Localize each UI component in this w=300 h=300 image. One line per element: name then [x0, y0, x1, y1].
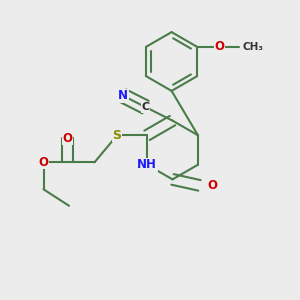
Text: NH: NH: [137, 158, 157, 171]
Text: S: S: [112, 129, 122, 142]
Text: CH₃: CH₃: [242, 42, 263, 52]
Text: O: O: [207, 179, 217, 192]
Text: N: N: [118, 89, 128, 102]
Text: O: O: [38, 156, 49, 169]
Text: O: O: [62, 132, 73, 145]
Text: O: O: [214, 40, 225, 53]
Text: C: C: [141, 102, 150, 112]
